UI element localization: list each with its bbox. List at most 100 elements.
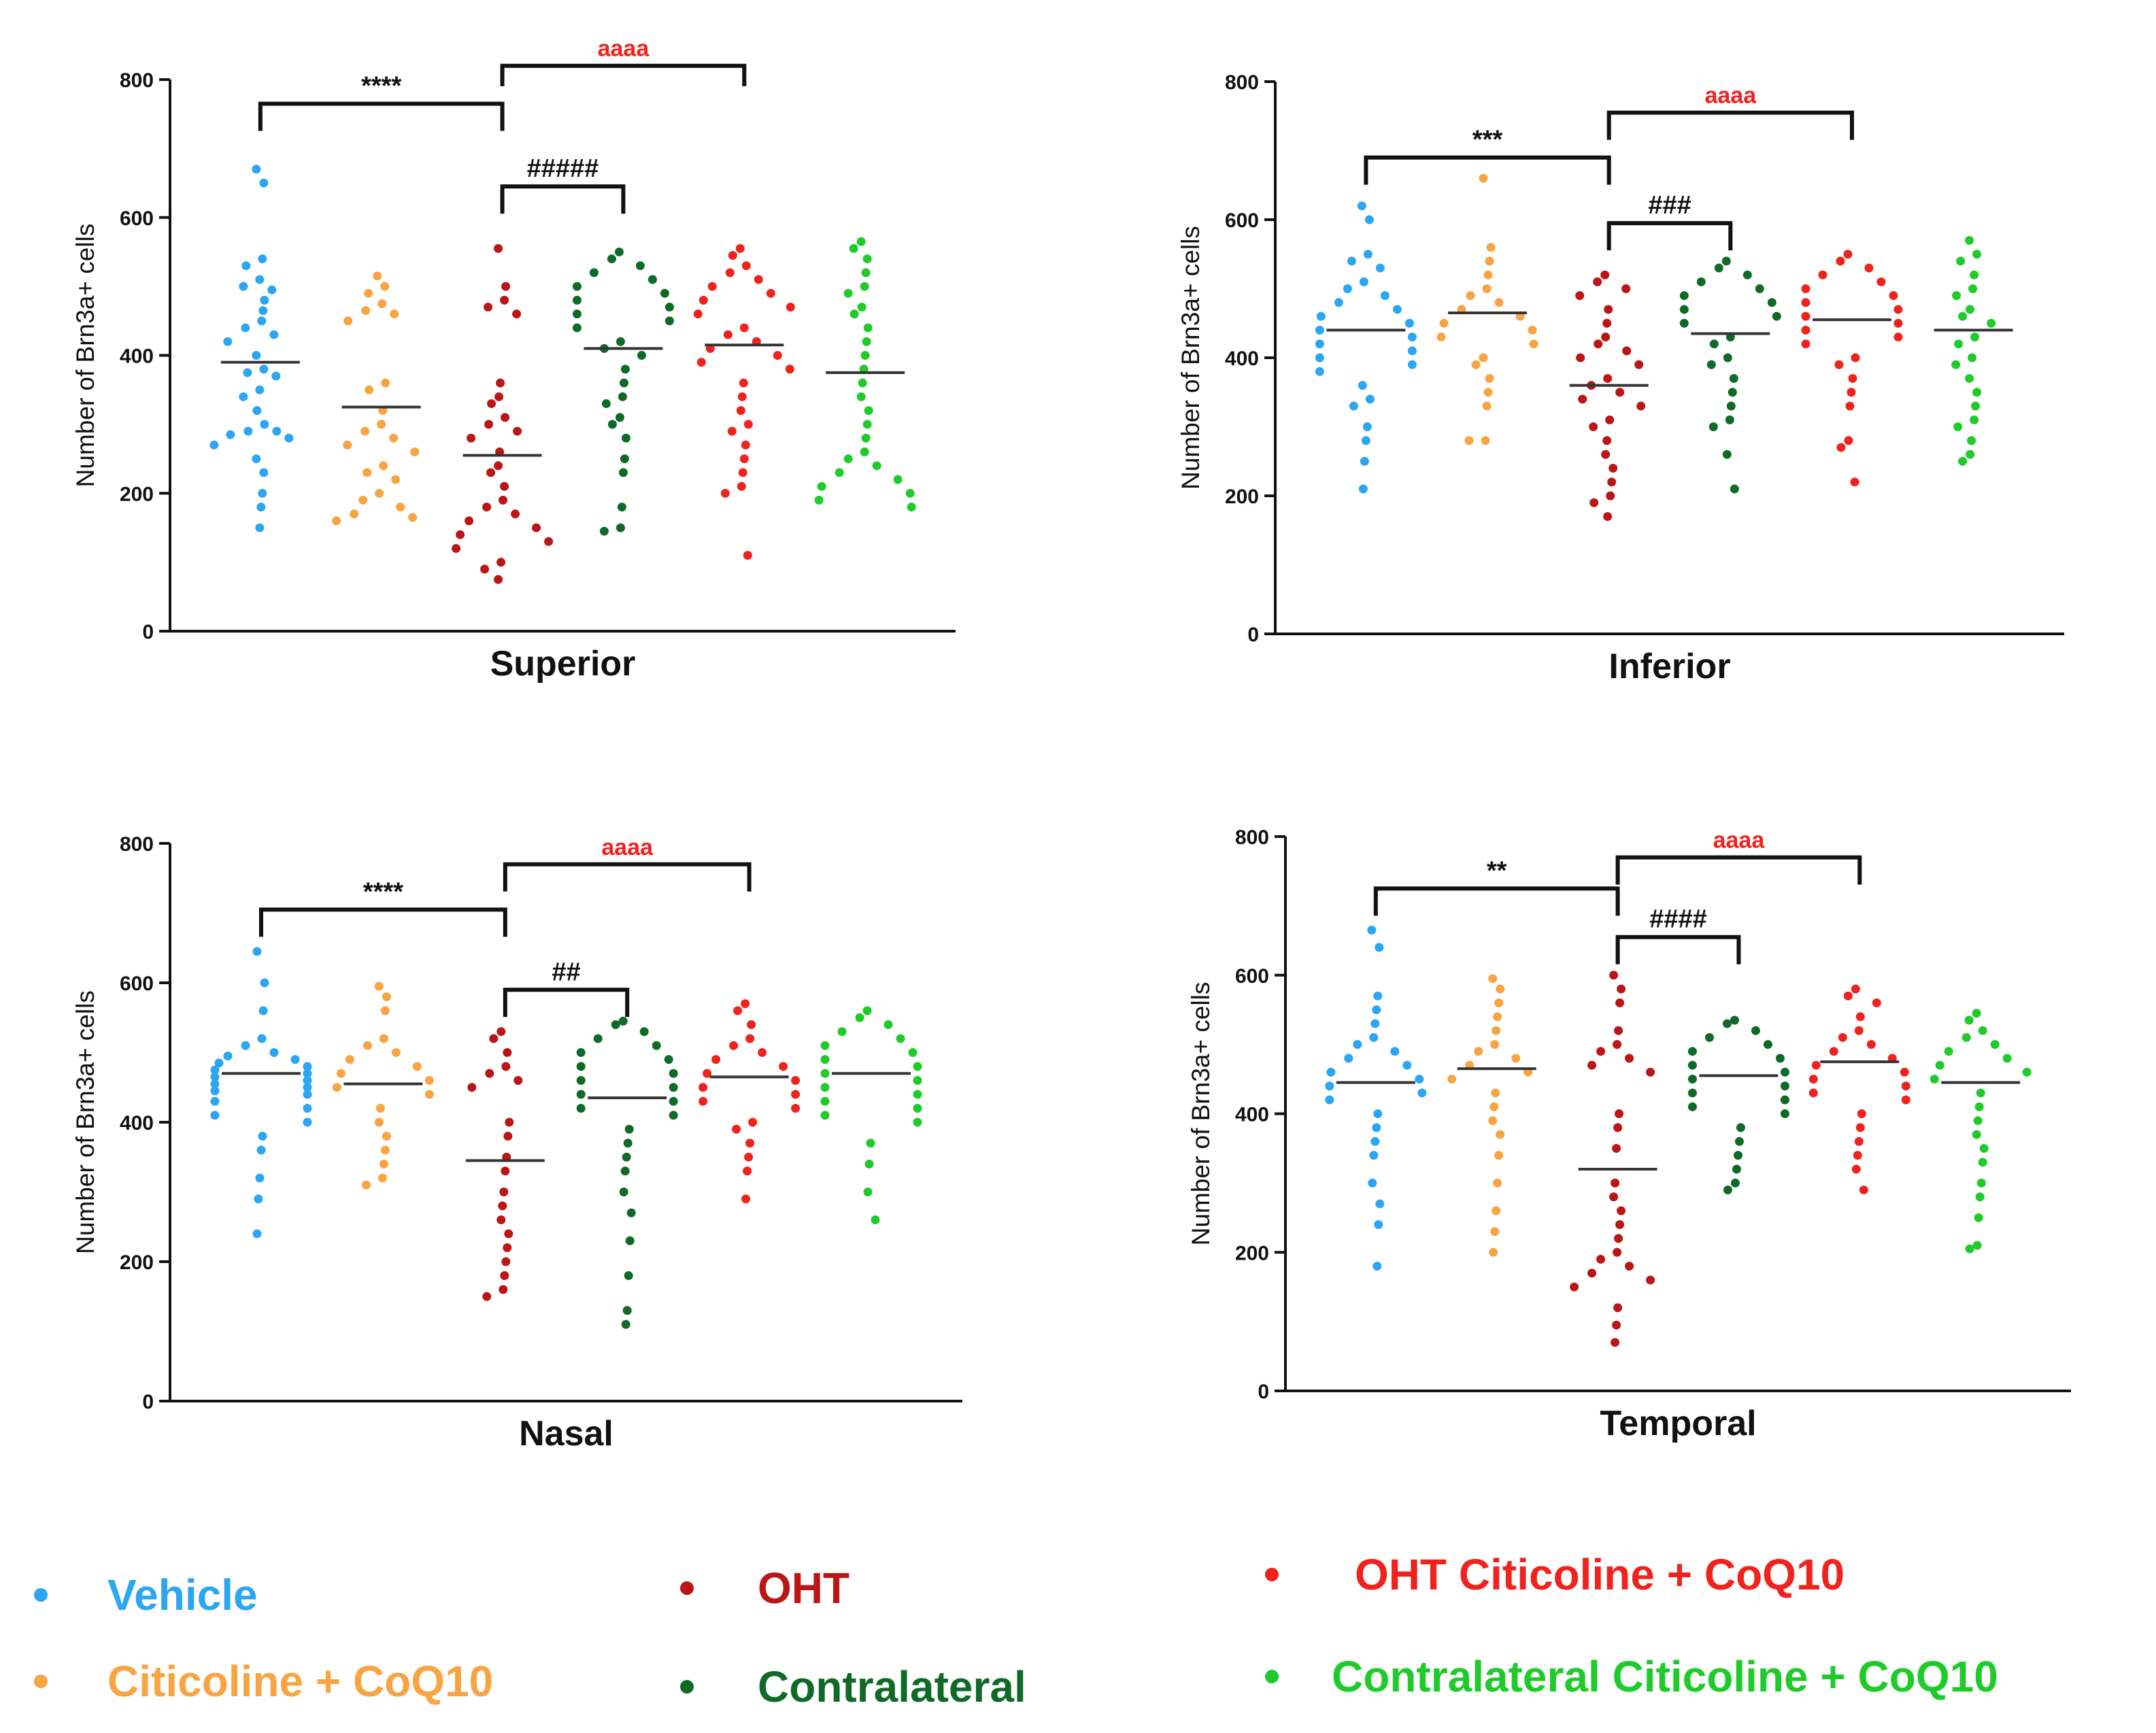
panel-4-point-5 [1902, 1096, 1910, 1105]
legend-dot-icon [34, 1675, 48, 1688]
panel-2-point-4 [1715, 264, 1723, 273]
panel-1-y-tick-label: 0 [142, 621, 154, 643]
panel-3-point-4 [640, 1027, 649, 1036]
panel-4-title: Temporal [1600, 1404, 1756, 1443]
panel-1-point-2 [377, 299, 386, 308]
panel-4-point-6 [1991, 1040, 2000, 1049]
panel-1-point-5 [786, 365, 794, 373]
panel-1-point-3 [500, 482, 509, 491]
panel-1-point-5 [728, 427, 737, 436]
panel-1-y-tick-label: 200 [120, 483, 154, 505]
panel-4-point-3 [1587, 1268, 1596, 1277]
panel-1-point-2 [381, 379, 390, 388]
panel-2-point-3 [1621, 284, 1630, 293]
panel-2-point-2 [1528, 326, 1537, 335]
panel-4-point-4 [1705, 1033, 1714, 1042]
panel-3-point-1 [254, 1194, 263, 1203]
panel-3-point-1 [290, 1055, 299, 1064]
panel-1-point-5 [742, 261, 751, 270]
panel-1-point-6 [863, 254, 872, 263]
panel-1-point-4 [620, 454, 629, 463]
panel-4-point-2 [1493, 1179, 1502, 1188]
panel-1-point-1 [239, 392, 248, 401]
panel-3-point-1 [258, 1007, 267, 1015]
panel-1-point-6 [860, 448, 869, 456]
panel-4-point-5 [1856, 1123, 1865, 1132]
panel-3-point-4 [577, 1104, 586, 1113]
panel-2-point-2 [1487, 243, 1496, 252]
panel-3-point-1 [260, 979, 269, 988]
panel-1-point-1 [255, 275, 264, 284]
panel-1-point-4 [573, 309, 582, 318]
panel-4-bracket-3 [1618, 937, 1739, 964]
panel-4-point-3 [1625, 1262, 1634, 1271]
panel-2-point-2 [1465, 436, 1474, 445]
panel-4-point-3 [1596, 1047, 1605, 1056]
panel-4-bracket-1 [1376, 888, 1618, 915]
panel-4-point-2 [1488, 1116, 1497, 1125]
panel-3-point-3 [498, 1202, 507, 1211]
panel-2-point-1 [1334, 298, 1343, 307]
panel-1-point-4 [618, 392, 627, 401]
panel-4-point-6 [1977, 1179, 1986, 1188]
panel-1-point-2 [360, 427, 369, 436]
panel-2-point-1 [1405, 319, 1414, 328]
panel-4-point-3 [1614, 1234, 1623, 1243]
panel-4-point-1 [1370, 1020, 1379, 1028]
panel-3-point-4 [624, 1271, 633, 1280]
legend-dot-icon [1265, 1670, 1279, 1683]
panel-4-point-6 [2023, 1068, 2032, 1077]
panel-3-point-6 [821, 1041, 830, 1050]
panel-3-point-2 [337, 1069, 346, 1078]
panel-3-point-1 [223, 1051, 232, 1060]
panel-1-y-axis-label: Number of Brn3a+ cells [71, 224, 99, 488]
panel-1-point-6 [864, 323, 873, 332]
panel-3-point-6 [865, 1160, 874, 1168]
panel-1-point-1 [256, 503, 265, 511]
panel-4-point-1 [1415, 1075, 1424, 1083]
panel-4-point-1 [1390, 1047, 1399, 1056]
panel-1-point-1 [252, 406, 261, 415]
panel-4-point-1 [1325, 1081, 1334, 1090]
panel-4-point-1 [1372, 1005, 1381, 1014]
panel-4-point-4 [1776, 1054, 1785, 1063]
panel-3-point-3 [496, 1215, 505, 1224]
panel-1-point-2 [343, 316, 352, 325]
panel-4-point-3 [1613, 1303, 1622, 1312]
panel-1-point-4 [600, 527, 609, 536]
panel-3-point-5 [741, 1194, 750, 1203]
panel-3-point-6 [864, 1188, 873, 1196]
panel-2-point-6 [1958, 457, 1967, 466]
panel-3-point-6 [913, 1090, 922, 1099]
panel-1-point-5 [726, 268, 735, 277]
panel-2-point-5 [1850, 477, 1859, 486]
panel-2-point-4 [1710, 339, 1719, 348]
panel-1-point-6 [906, 489, 915, 498]
panel-1-point-4 [618, 503, 626, 511]
panel-3-point-5 [698, 1097, 707, 1106]
panel-3-point-1 [210, 1111, 219, 1120]
panel-4-point-5 [1851, 985, 1860, 994]
panel-4-point-4 [1732, 1165, 1741, 1174]
panel-4-point-5 [1856, 1012, 1865, 1021]
panel-2-point-3 [1622, 346, 1631, 355]
panel-2-y-tick-label: 400 [1225, 348, 1259, 370]
panel-1-point-6 [862, 268, 871, 277]
panel-4-point-6 [1975, 1103, 1984, 1111]
panel-4-point-4 [1688, 1061, 1697, 1070]
panel-4-point-5 [1809, 1088, 1818, 1097]
panel-4-point-6 [1972, 1009, 1981, 1017]
panel-2-y-tick-label: 0 [1247, 624, 1259, 646]
panel-2-point-1 [1358, 381, 1367, 390]
panel-1-point-1 [284, 434, 293, 443]
panel-4-point-3 [1611, 1338, 1619, 1347]
panel-1-point-6 [849, 244, 858, 253]
panel-1-point-1 [259, 179, 268, 188]
panel-2-point-2 [1466, 291, 1475, 300]
panel-1-point-2 [375, 489, 384, 498]
panel-2-point-5 [1801, 284, 1810, 293]
panel-1-point-1 [259, 468, 268, 477]
panel-1-point-2 [410, 448, 419, 456]
panel-1-point-1 [257, 316, 266, 325]
panel-2-point-3 [1575, 291, 1584, 300]
